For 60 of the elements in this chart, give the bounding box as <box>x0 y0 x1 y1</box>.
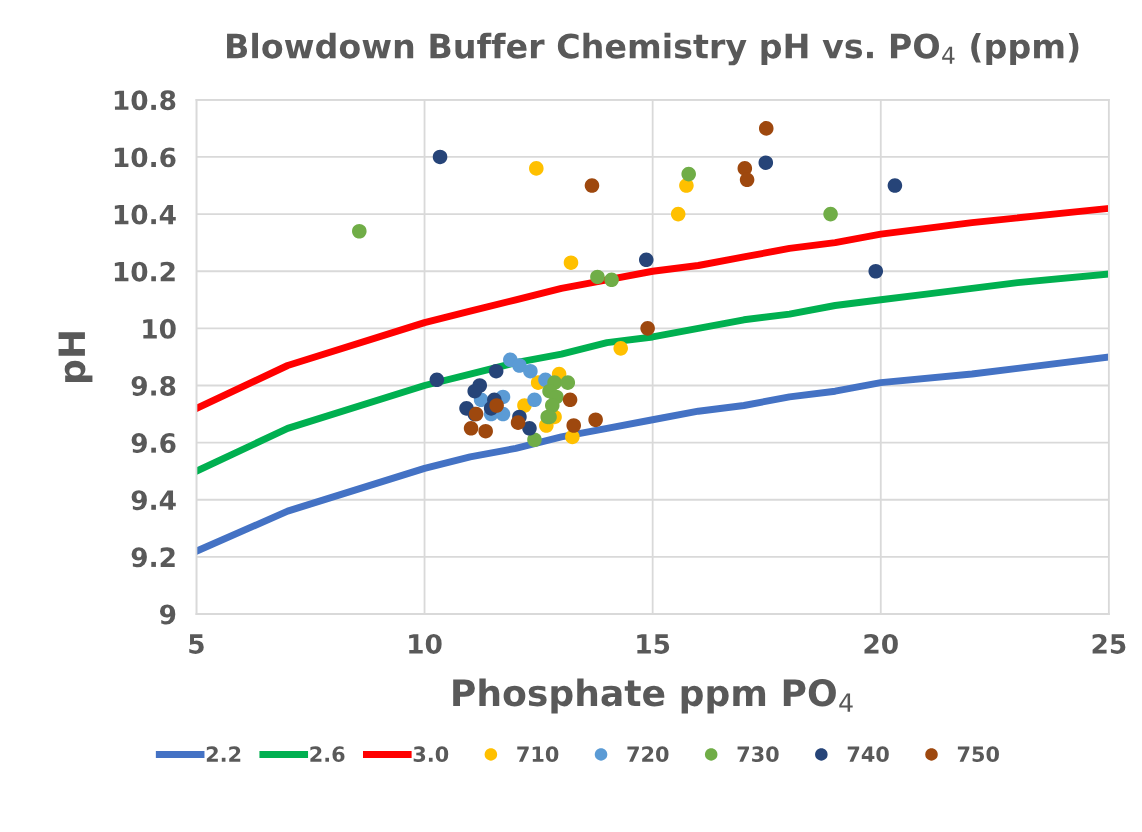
x-axis-title: Phosphate ppm PO$_{4}$ <box>453 678 853 714</box>
point <box>868 263 884 279</box>
point <box>758 155 774 170</box>
point <box>510 415 526 430</box>
point <box>739 172 755 188</box>
chart-title: Blowdown Buffer Chemistry pH vs. PO$_{4}$ (ppm) <box>227 32 1079 66</box>
x-tick-label: 5 <box>189 634 204 654</box>
point <box>523 363 538 379</box>
point <box>588 412 603 428</box>
legend-label: 2.6 <box>310 746 345 763</box>
point <box>512 358 527 373</box>
y-tick-label: 10.6 <box>114 147 176 168</box>
y-tick-label: 10.4 <box>114 204 176 225</box>
point <box>758 121 774 136</box>
y-tick-label: 9.2 <box>131 547 175 568</box>
point <box>488 363 504 379</box>
legend-label: 730 <box>737 746 779 763</box>
legend-label: 750 <box>957 746 999 763</box>
point <box>478 423 493 439</box>
x-tick-label: 15 <box>637 634 670 654</box>
legend-label: 3.0 <box>413 746 449 763</box>
y-tick-label: 9.6 <box>131 433 176 454</box>
y-tick-label: 10.8 <box>114 90 176 111</box>
point <box>489 398 504 413</box>
x-tick-label: 20 <box>864 633 898 654</box>
point <box>584 178 600 193</box>
x-tick-label: 10 <box>409 633 442 654</box>
point <box>566 418 582 433</box>
legend-label: 720 <box>627 746 669 763</box>
legend-label: 2.2 <box>206 746 241 762</box>
point <box>640 321 655 336</box>
point <box>522 421 537 436</box>
y-tick-label: 10.2 <box>114 261 175 282</box>
y-tick-label: 9.4 <box>131 490 176 511</box>
point <box>638 252 654 268</box>
point <box>604 272 619 288</box>
point <box>463 421 479 436</box>
point <box>823 206 838 222</box>
point <box>467 383 483 399</box>
y-tick-label: 10 <box>143 318 176 339</box>
y-axis-title: pH <box>58 332 93 382</box>
point <box>527 392 542 408</box>
point <box>429 372 445 388</box>
y-tick-label: 9 <box>159 604 176 625</box>
legend-label: 710 <box>517 746 559 763</box>
point <box>562 392 578 408</box>
legend-label: 740 <box>847 746 889 763</box>
y-tick-label: 9.8 <box>131 375 176 396</box>
point <box>681 166 696 182</box>
x-tick-label: 25 <box>1092 633 1126 654</box>
point <box>887 178 903 193</box>
point <box>352 223 367 239</box>
point <box>670 206 686 222</box>
point <box>432 149 448 165</box>
point <box>560 375 576 390</box>
point <box>613 341 628 356</box>
point <box>529 161 544 176</box>
point <box>527 432 542 448</box>
point <box>590 269 605 285</box>
point <box>563 255 579 270</box>
